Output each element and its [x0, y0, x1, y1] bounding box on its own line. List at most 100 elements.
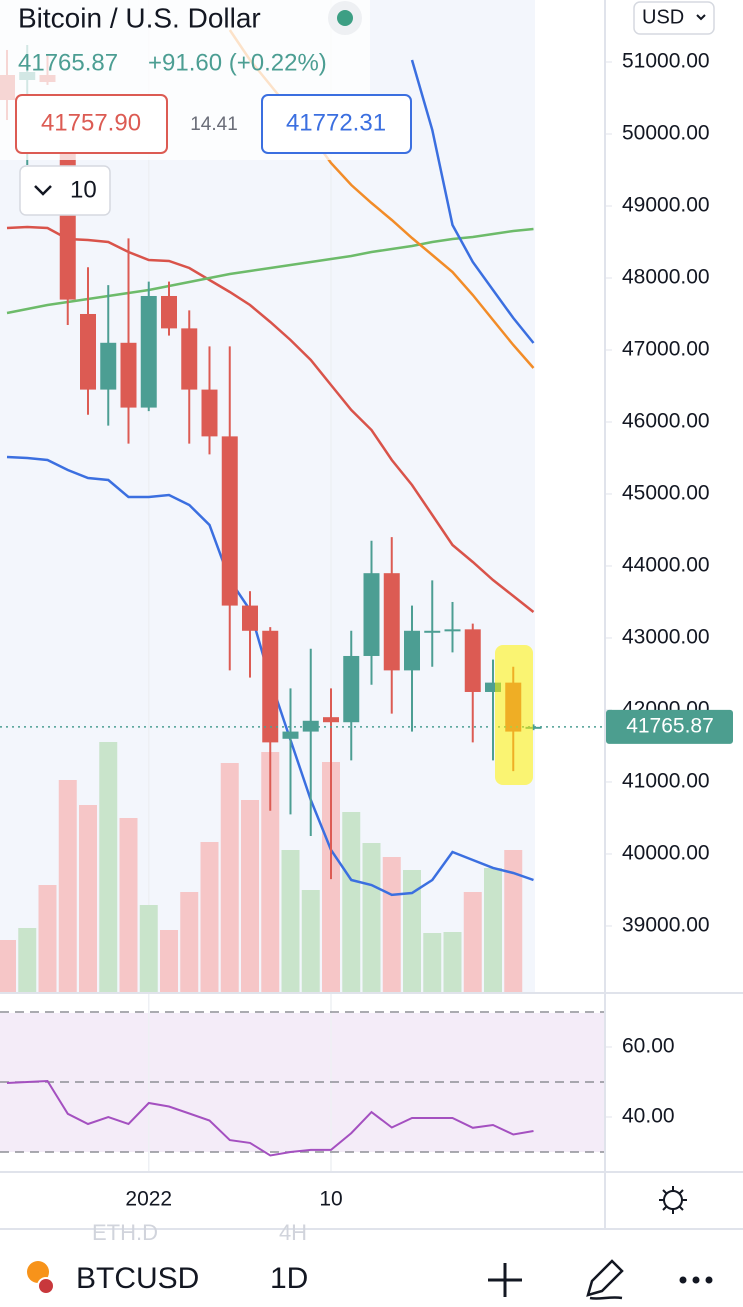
market-status-dot — [337, 10, 353, 26]
volume-bar — [342, 812, 361, 992]
volume-bar — [484, 868, 502, 992]
sell-button[interactable] — [15, 94, 168, 154]
last-price-label: 41765.87 — [626, 714, 714, 737]
symbol-button[interactable]: BTCUSD — [76, 1262, 199, 1295]
bid-price[interactable]: 41757.90 — [41, 109, 141, 136]
volume-bar — [504, 850, 523, 992]
y-tick-label: 49000.00 — [622, 194, 710, 217]
candle-body — [323, 717, 339, 723]
currency-button[interactable] — [633, 1, 715, 35]
candle-body — [201, 389, 218, 437]
volume-bar — [423, 933, 442, 992]
volume-bar — [99, 742, 118, 992]
overlay-line — [410, 59, 535, 344]
candle-body — [242, 605, 258, 631]
volume-bar — [160, 930, 178, 992]
currency-label[interactable]: USD — [642, 6, 684, 28]
overlay-line — [6, 227, 534, 315]
candle-body — [181, 328, 198, 390]
settings-icon[interactable] — [659, 1186, 687, 1214]
candle-body — [282, 731, 299, 739]
candle-body — [302, 720, 319, 732]
currency-chevron — [696, 14, 706, 21]
volume-bar — [180, 892, 199, 992]
y-tick-label: 39000.00 — [622, 914, 710, 937]
interval-button[interactable]: 1D — [270, 1262, 308, 1295]
y-tick-label: 43000.00 — [622, 626, 710, 649]
volume-bar — [463, 892, 482, 992]
volume-bar — [119, 818, 138, 992]
volume-bar — [38, 885, 57, 992]
last-price-badge — [606, 709, 733, 744]
draw-button[interactable] — [586, 1259, 624, 1300]
y-tick-label: 48000.00 — [622, 266, 710, 289]
volume-bar — [241, 800, 259, 992]
volume-bar — [261, 752, 280, 992]
y-tick-label: 50000.00 — [622, 122, 710, 145]
candle-body — [343, 655, 360, 723]
candle-body — [140, 295, 157, 408]
volume-bar — [200, 842, 219, 992]
volume-bar — [0, 940, 16, 992]
y-tick-label: 46000.00 — [622, 410, 710, 433]
symbol-title: Bitcoin / U.S. Dollar — [18, 2, 261, 33]
candle-body — [161, 295, 177, 329]
indicators-toggle[interactable] — [19, 165, 111, 216]
volume-bar — [362, 843, 381, 992]
indicator-count[interactable]: 10 — [70, 176, 97, 203]
volume-bar — [79, 805, 97, 992]
volume-bar — [139, 905, 158, 992]
flag-icon — [39, 1279, 53, 1293]
y-tick-label: 40000.00 — [622, 842, 710, 865]
dot — [679, 1276, 687, 1284]
tab-hidden[interactable]: 4H — [279, 1220, 307, 1245]
candle-body — [120, 342, 137, 408]
y-tick-label: 51000.00 — [622, 50, 710, 73]
candle-body — [363, 573, 380, 656]
volume-bar — [18, 928, 37, 992]
candle-body — [80, 313, 96, 390]
x-tick-label: 2022 — [125, 1188, 172, 1211]
volume-bar — [220, 763, 239, 992]
candle-body — [383, 573, 400, 671]
candle-body — [464, 629, 481, 692]
candle-body — [100, 342, 117, 390]
indicators-chevron — [34, 185, 52, 196]
volume-bar — [403, 870, 421, 992]
volume-bar — [301, 890, 320, 992]
candle-body — [262, 630, 279, 743]
y-tick-label: 47000.00 — [622, 338, 710, 361]
tab-hidden[interactable]: ETH.D — [92, 1220, 158, 1245]
buy-button[interactable] — [261, 94, 412, 154]
y-tick-label: 44000.00 — [622, 554, 710, 577]
volume-bar — [281, 850, 300, 992]
rsi-tick-label: 40.00 — [622, 1105, 675, 1128]
highlight-annotation — [495, 645, 533, 785]
volume-bar — [382, 857, 401, 992]
more-button[interactable] — [679, 1276, 713, 1284]
overlay-line — [6, 225, 535, 613]
y-tick-label: 41000.00 — [622, 770, 710, 793]
gear-teeth — [659, 1186, 687, 1214]
y-tick-label: 45000.00 — [622, 482, 710, 505]
rsi-line — [6, 1079, 534, 1157]
candle-body — [404, 630, 420, 671]
dot — [692, 1276, 700, 1284]
volume-bar — [443, 932, 462, 992]
rsi-tick-label: 60.00 — [622, 1035, 675, 1058]
ask-price[interactable]: 41772.31 — [286, 109, 386, 136]
candle-body — [485, 682, 501, 692]
candle-body — [525, 726, 542, 729]
price-change: +91.60 (+0.22%) — [148, 49, 327, 76]
candle-body — [424, 630, 441, 633]
candle-body — [444, 629, 461, 632]
dot — [705, 1276, 713, 1284]
last-price: 41765.87 — [18, 49, 118, 76]
spread: 14.41 — [190, 114, 238, 135]
add-button[interactable] — [488, 1263, 522, 1297]
volume-bar — [58, 780, 77, 992]
candle-body — [221, 436, 238, 606]
x-tick-label: 10 — [319, 1188, 342, 1211]
